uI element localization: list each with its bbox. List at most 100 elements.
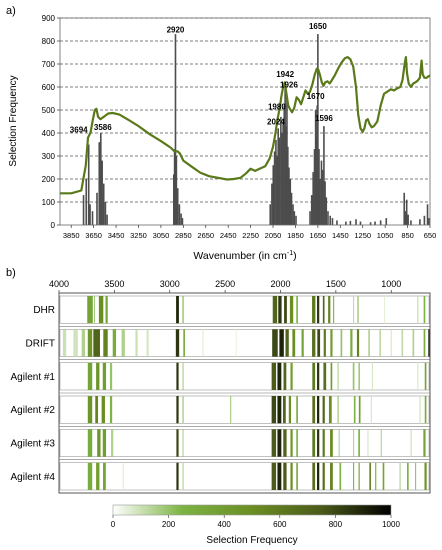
a-bar — [277, 128, 279, 225]
a-y-tick-label: 100 — [42, 198, 56, 207]
b-x-tick-label: 1500 — [326, 279, 346, 289]
a-y-tick-label: 400 — [42, 129, 56, 138]
a-x-tick-label: 850 — [401, 231, 414, 240]
b-band — [283, 362, 287, 390]
colorbar-tick-label: 0 — [111, 520, 116, 529]
a-peak-label: 3586 — [94, 123, 112, 132]
b-band — [358, 429, 360, 457]
b-band — [382, 462, 385, 490]
b-band — [384, 296, 386, 324]
a-bar — [293, 211, 296, 225]
a-bar — [312, 172, 314, 225]
b-band — [283, 429, 287, 457]
a-y-tick-label: 800 — [42, 37, 56, 46]
a-y-tick-label: 200 — [42, 175, 56, 184]
b-band — [121, 329, 125, 357]
b-band — [358, 396, 361, 424]
b-band — [102, 429, 107, 457]
a-bar — [174, 34, 177, 225]
a-bar — [405, 199, 408, 225]
b-band — [102, 362, 107, 390]
b-band — [135, 329, 138, 357]
b-band — [350, 329, 353, 357]
b-band — [109, 396, 113, 424]
a-plot-frame — [59, 17, 431, 226]
a-peak-label: 2920 — [167, 25, 185, 34]
a-peak-label: 2024 — [267, 117, 285, 126]
b-band — [337, 396, 339, 424]
b-heatmap-rows — [59, 295, 430, 491]
b-band — [379, 329, 381, 357]
a-x-tick-label: 1250 — [354, 231, 371, 240]
b-band — [312, 396, 316, 424]
b-band — [288, 396, 292, 424]
b-band — [368, 329, 370, 357]
a-bar — [403, 192, 406, 225]
b-band — [182, 462, 184, 490]
b-band — [330, 329, 333, 357]
a-y-tick-label: 500 — [42, 106, 56, 115]
b-band — [289, 296, 294, 324]
b-band — [322, 396, 325, 424]
b-band — [271, 396, 277, 424]
b-band — [182, 296, 184, 324]
b-band — [96, 362, 100, 390]
a-bar — [331, 218, 334, 225]
colorbar-tick-label: 600 — [273, 520, 287, 529]
b-band — [390, 329, 392, 357]
b-band — [410, 429, 412, 457]
b-band — [353, 396, 356, 424]
b-band — [333, 296, 335, 324]
b-row-label: Agilent #3 — [11, 439, 56, 450]
b-band — [284, 296, 287, 324]
b-band — [317, 429, 320, 457]
b-band — [109, 362, 113, 390]
a-bar — [323, 126, 325, 225]
b-row-label: Agilent #4 — [11, 472, 56, 483]
a-bar — [321, 169, 324, 225]
b-band — [87, 396, 93, 424]
b-band — [271, 462, 277, 490]
b-band — [424, 362, 427, 390]
a-bar — [82, 195, 85, 225]
a-bar — [410, 220, 412, 225]
b-band — [317, 296, 320, 324]
b-band — [96, 462, 100, 490]
a-bar — [104, 202, 107, 225]
a-y-tick-label: 0 — [51, 221, 56, 230]
a-x-tick-label: 2050 — [265, 231, 282, 240]
a-bar — [324, 181, 326, 225]
b-band — [103, 462, 106, 490]
b-band — [328, 296, 331, 324]
b-band — [353, 429, 355, 457]
a-bar — [271, 183, 273, 225]
a-bar — [329, 215, 332, 225]
b-band — [202, 329, 204, 357]
a-bar — [318, 149, 320, 225]
a-bar — [181, 218, 184, 225]
b-band — [278, 296, 282, 324]
b-band — [330, 362, 333, 390]
a-bar — [278, 137, 281, 225]
b-row-label: Agilent #2 — [11, 405, 56, 416]
a-bar — [100, 133, 102, 225]
a-bar — [87, 144, 90, 225]
colorbar-tick-label: 1000 — [382, 520, 400, 529]
a-bar — [345, 221, 347, 225]
a-bar — [379, 220, 382, 225]
b-band — [230, 396, 232, 424]
a-bar — [426, 204, 429, 225]
b-band — [282, 396, 286, 424]
b-band — [322, 429, 325, 457]
a-bar — [428, 218, 430, 225]
b-band — [312, 296, 316, 324]
a-bar — [290, 192, 293, 225]
b-band — [290, 429, 293, 457]
colorbar: 0 200 400 600 800 1000 Selection Frequency — [111, 504, 400, 546]
b-band — [176, 396, 179, 424]
b-band — [380, 429, 382, 457]
a-bar — [102, 183, 105, 225]
b-x-tick-label: 3500 — [104, 279, 124, 289]
b-row-label: Agilent #1 — [11, 372, 56, 383]
